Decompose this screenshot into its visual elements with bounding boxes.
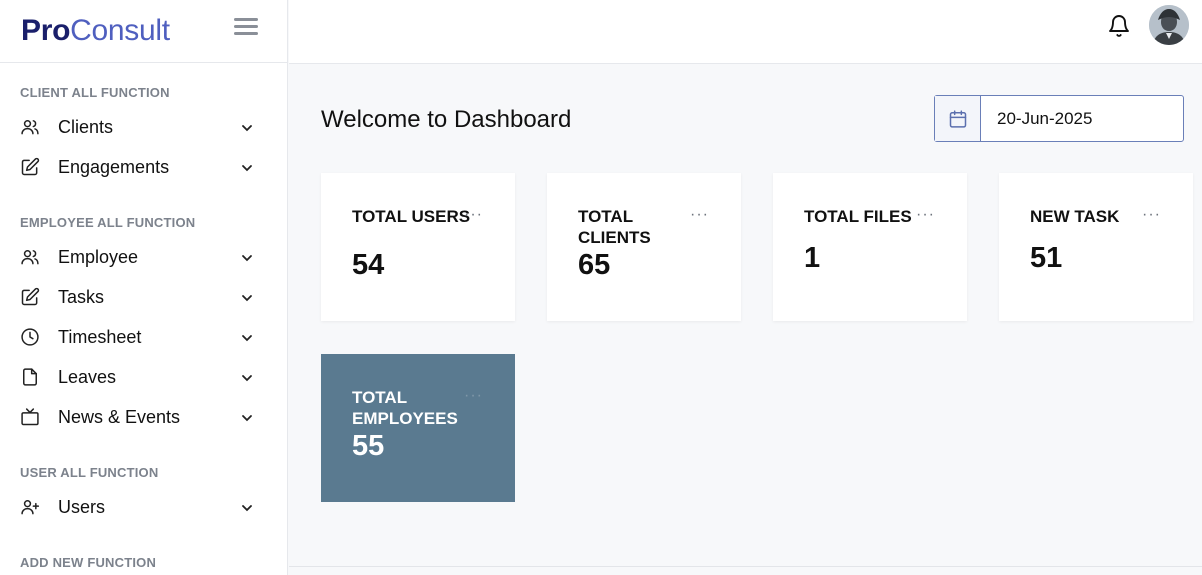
sidebar: ProConsult CLIENT ALL FUNCTION Clients E… (0, 0, 288, 575)
avatar[interactable] (1149, 5, 1189, 45)
calendar-button[interactable] (935, 96, 981, 141)
date-picker[interactable] (934, 95, 1184, 142)
more-options-icon[interactable]: ··· (916, 206, 935, 223)
logo-part-pro: Pro (21, 14, 71, 47)
chevron-down-icon (242, 415, 252, 422)
card-value: 1 (804, 242, 821, 274)
more-options-icon[interactable]: ··· (690, 206, 709, 223)
chevron-down-icon (242, 255, 252, 262)
sidebar-item-engagements[interactable]: Engagements (0, 147, 287, 187)
section-title-client: CLIENT ALL FUNCTION (20, 85, 170, 100)
user-plus-icon (21, 500, 40, 515)
card-value: 65 (578, 249, 611, 281)
user-avatar-icon (1149, 5, 1189, 45)
sidebar-item-label: News & Events (58, 406, 181, 427)
card-title: TOTAL CLIENTS (578, 207, 651, 247)
sidebar-item-users[interactable]: Users (0, 487, 287, 527)
footer-divider (289, 566, 1202, 567)
file-icon (23, 368, 37, 386)
chevron-down-icon (242, 335, 252, 342)
chevron-down-icon (242, 505, 252, 512)
stat-card-total-files: TOTAL FILES ··· 1 (773, 173, 967, 321)
clock-icon (21, 328, 39, 346)
edit-icon (21, 157, 40, 176)
chevron-down-icon (242, 165, 252, 172)
sidebar-item-tasks[interactable]: Tasks (0, 277, 287, 317)
tv-icon (21, 408, 39, 426)
sidebar-item-leaves[interactable]: Leaves (0, 357, 287, 397)
card-title: NEW TASK (1030, 207, 1120, 226)
sidebar-item-label: Tasks (58, 286, 105, 307)
top-bar (289, 0, 1202, 64)
chevron-down-icon (242, 295, 252, 302)
more-options-icon[interactable]: ··· (464, 387, 483, 404)
users-icon (21, 120, 39, 135)
page-title: Welcome to Dashboard (321, 106, 572, 133)
logo-part-consult: Consult (70, 14, 170, 47)
sidebar-item-label: Users (58, 496, 106, 517)
stat-card-total-users: TOTAL USERS ··· 54 (321, 173, 515, 321)
chevron-down-icon (242, 125, 252, 132)
brand-bar: ProConsult (0, 0, 287, 63)
notification-bell-icon[interactable] (1107, 14, 1131, 38)
card-title: TOTAL EMPLOYEES (352, 388, 458, 428)
sidebar-item-label: Timesheet (58, 326, 142, 347)
sidebar-item-label: Engagements (58, 156, 170, 177)
users-icon (21, 250, 39, 265)
logo[interactable]: ProConsult (21, 14, 170, 48)
sidebar-item-employee[interactable]: Employee (0, 237, 287, 277)
sidebar-item-label: Employee (58, 246, 139, 267)
more-options-icon[interactable]: ··· (464, 206, 483, 223)
stat-card-new-task: NEW TASK ··· 51 (999, 173, 1193, 321)
card-value: 54 (352, 249, 385, 281)
stat-card-total-clients: TOTAL CLIENTS ··· 65 (547, 173, 741, 321)
chevron-down-icon (242, 375, 252, 382)
calendar-icon (949, 109, 966, 128)
sidebar-item-label: Clients (58, 116, 114, 137)
stat-card-total-employees: TOTAL EMPLOYEES ··· 55 (321, 354, 515, 502)
section-title-employee: EMPLOYEE ALL FUNCTION (20, 215, 196, 230)
more-options-icon[interactable]: ··· (1142, 206, 1161, 223)
section-title-add-new: ADD NEW FUNCTION (20, 555, 157, 570)
card-title: TOTAL USERS (352, 207, 471, 226)
sidebar-item-label: Leaves (58, 366, 117, 387)
edit-icon (21, 287, 40, 306)
hamburger-menu-icon[interactable] (234, 16, 258, 40)
card-title: TOTAL FILES (804, 207, 912, 226)
card-value: 55 (352, 430, 385, 462)
date-input[interactable] (981, 96, 1181, 141)
sidebar-item-timesheet[interactable]: Timesheet (0, 317, 287, 357)
card-value: 51 (1030, 242, 1063, 274)
sidebar-item-news-events[interactable]: News & Events (0, 397, 287, 437)
sidebar-item-clients[interactable]: Clients (0, 107, 287, 147)
section-title-user: USER ALL FUNCTION (20, 465, 159, 480)
